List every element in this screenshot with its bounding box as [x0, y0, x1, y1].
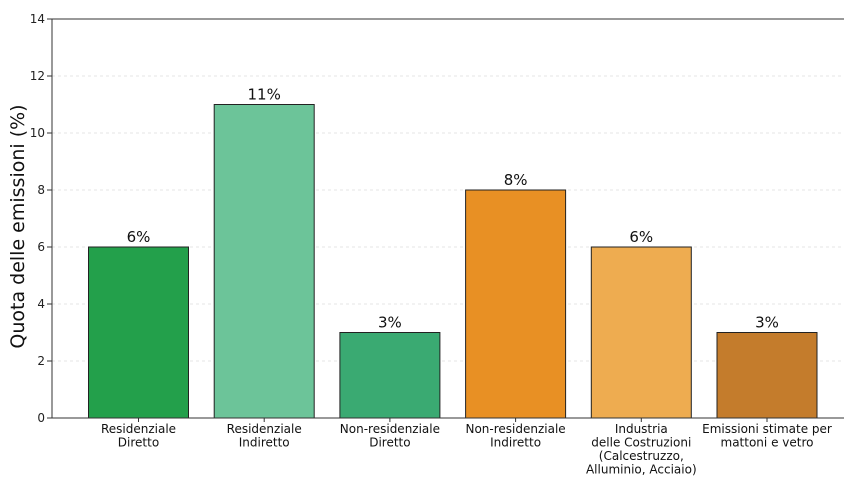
- x-tick-label: Non-residenziale Indiretto: [465, 422, 565, 450]
- x-tick-label: Emissioni stimate per mattoni e vetro: [702, 422, 832, 450]
- y-tick-label: 6: [37, 240, 45, 254]
- y-tick-label: 14: [30, 12, 45, 26]
- y-tick-label: 8: [37, 183, 45, 197]
- bar: [590, 246, 692, 419]
- y-axis-ticks: 0 2 4 6 8 10 12 14: [30, 12, 52, 425]
- data-label: 8%: [504, 171, 528, 189]
- y-tick-label: 4: [37, 297, 45, 311]
- bar: [465, 189, 567, 419]
- data-label: 11%: [248, 86, 281, 104]
- bar: [716, 332, 818, 419]
- data-label: 6%: [127, 228, 151, 246]
- data-label: 3%: [755, 314, 779, 332]
- x-tick-label: Residenziale Indiretto: [227, 422, 302, 450]
- data-labels: 6% 11% 3% 8% 6% 3%: [127, 86, 779, 332]
- x-tick-label: Residenziale Diretto: [101, 422, 176, 450]
- bar: [88, 246, 189, 419]
- y-tick-label: 0: [37, 411, 45, 425]
- y-tick-label: 10: [30, 126, 45, 140]
- bars: [88, 104, 818, 419]
- x-tick-label: Industria delle Costruzioni (Calcestruzzo,…: [586, 422, 697, 477]
- x-axis-labels: Residenziale Diretto Residenziale Indiretto…: [101, 418, 832, 477]
- x-tick-label: Non-residenziale Diretto: [340, 422, 440, 450]
- y-tick-label: 12: [30, 69, 45, 83]
- bar: [339, 332, 441, 419]
- bar: [213, 104, 315, 419]
- y-tick-label: 2: [37, 354, 45, 368]
- y-axis-label: Quota delle emissioni (%): [7, 104, 29, 348]
- data-label: 6%: [629, 228, 653, 246]
- data-label: 3%: [378, 314, 402, 332]
